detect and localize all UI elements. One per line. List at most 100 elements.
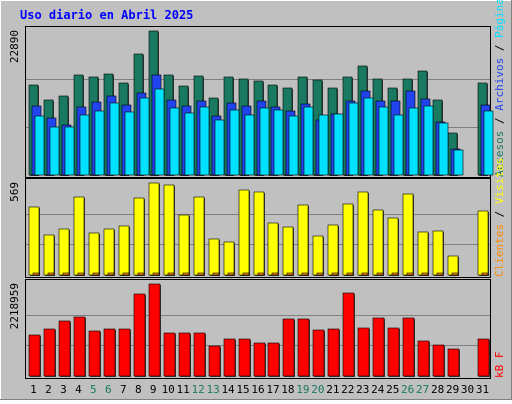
day-label: 26: [401, 383, 414, 396]
bar: [178, 332, 191, 377]
series-clientes: [32, 272, 489, 276]
bar: [342, 292, 355, 377]
bar: [333, 113, 344, 176]
bar: [122, 272, 130, 276]
bar: [223, 338, 236, 377]
bar: [148, 283, 161, 377]
bar: [197, 272, 205, 276]
bar: [253, 342, 266, 377]
legend-entry: Accesos: [493, 131, 506, 177]
day-label: 24: [371, 383, 385, 396]
bar: [223, 241, 235, 276]
bar: [43, 328, 56, 377]
bar: [312, 235, 324, 276]
panel-legend: kB F: [493, 352, 506, 379]
bar: [178, 214, 190, 276]
panel-max-label: 2218959: [8, 283, 21, 329]
chart-title: Uso diario en Abril 2025: [20, 8, 193, 22]
bar: [118, 225, 130, 276]
series-visitas: [28, 182, 489, 276]
bar: [152, 272, 160, 276]
bar: [163, 184, 175, 276]
bar: [182, 272, 190, 276]
bar: [214, 119, 225, 176]
legend-entry: Páginas: [493, 0, 506, 38]
panel-frame: [25, 279, 491, 379]
day-label: 23: [356, 383, 369, 396]
series-p-ginas: [34, 88, 494, 176]
bar: [327, 224, 339, 276]
bar: [167, 272, 175, 276]
bar: [312, 329, 325, 377]
bar: [62, 272, 70, 276]
bar: [227, 272, 235, 276]
legend-separator: /: [493, 38, 506, 58]
bar: [417, 340, 430, 377]
bar: [199, 106, 210, 176]
day-label: 28: [431, 383, 444, 396]
bar: [43, 234, 55, 276]
bar: [447, 348, 460, 377]
day-label: 18: [281, 383, 294, 396]
day-label: 31: [476, 383, 489, 396]
bar: [318, 114, 329, 176]
bar: [378, 106, 389, 176]
bar: [73, 316, 86, 377]
bar: [451, 272, 459, 276]
series-kb-f: [28, 283, 490, 377]
bar: [148, 182, 160, 276]
bar: [267, 342, 280, 377]
bar: [408, 107, 419, 176]
bar: [387, 327, 400, 377]
bar: [357, 327, 370, 377]
bar: [376, 272, 384, 276]
bar: [34, 115, 45, 176]
bar: [137, 272, 145, 276]
legend-entry: Archivos: [493, 58, 506, 111]
bar: [432, 344, 445, 377]
bar: [28, 206, 40, 276]
day-label: 17: [266, 383, 279, 396]
day-label: 15: [236, 383, 249, 396]
legend-separator: /: [493, 204, 506, 224]
legend-separator: /: [493, 111, 506, 131]
bar: [316, 272, 324, 276]
bar: [288, 115, 299, 176]
bar: [58, 320, 71, 377]
day-label: 30: [461, 383, 474, 396]
bar: [423, 105, 434, 176]
bar: [421, 272, 429, 276]
bar: [436, 272, 444, 276]
day-label: 7: [120, 383, 127, 396]
day-label: 3: [60, 383, 67, 396]
bar: [73, 196, 85, 276]
bar: [393, 114, 404, 176]
bar: [301, 272, 309, 276]
bar: [118, 328, 131, 377]
day-label: 10: [162, 383, 175, 396]
day-label: 14: [221, 383, 235, 396]
bar: [331, 272, 339, 276]
bar: [342, 203, 354, 276]
legend-entry: kB F: [493, 352, 506, 379]
bar: [139, 97, 150, 176]
day-label: 1: [30, 383, 37, 396]
day-label: 25: [386, 383, 399, 396]
panel-legend: Clientes / Visitas: [493, 158, 506, 277]
panel-3: 2218959 kB F: [8, 279, 506, 379]
bar: [286, 272, 294, 276]
bar: [417, 231, 429, 276]
legend-entry: Visitas: [493, 158, 506, 204]
bar: [387, 217, 399, 276]
bar: [438, 122, 449, 176]
bar: [163, 332, 176, 377]
bar: [402, 317, 415, 377]
day-label: 20: [311, 383, 324, 396]
day-label: 21: [326, 383, 339, 396]
bar: [229, 109, 240, 176]
panel-frame: [25, 178, 491, 278]
bar: [184, 112, 195, 176]
bar: [297, 318, 310, 377]
